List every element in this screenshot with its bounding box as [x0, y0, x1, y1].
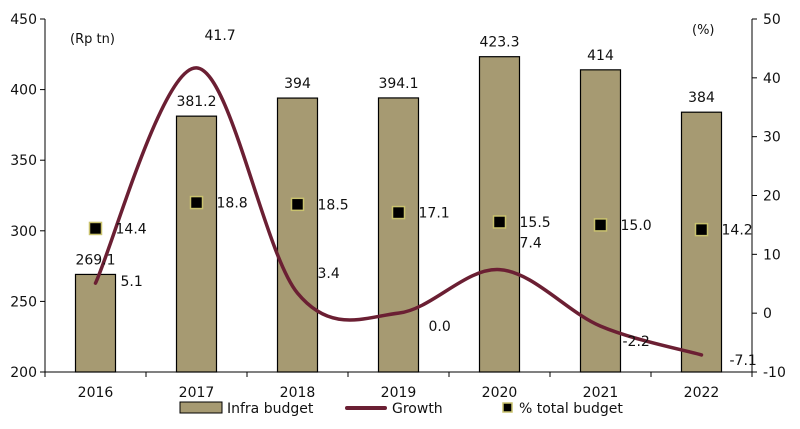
growth-line-layer — [93, 66, 704, 357]
total-budget-marker-2016 — [88, 221, 103, 236]
left-tick-label-350: 350 — [10, 153, 37, 169]
legend-label-infra-budget: Infra budget — [227, 401, 314, 417]
x-tick-label-2019: 2019 — [381, 385, 417, 401]
data-labels-layer: 269.1 381.2 394 394.1 423.3 414 384 14.4 18.8 18.… — [75, 28, 756, 369]
bar-2018 — [276, 97, 319, 373]
x-tick-label-2018: 2018 — [280, 385, 316, 401]
legend-swatch-infra-budget — [179, 401, 223, 414]
bar-value-label-2018: 394 — [284, 76, 311, 92]
growth-value-label-2022: -7.1 — [730, 353, 757, 369]
x-tick-label-2020: 2020 — [482, 385, 518, 401]
total-budget-marker-2019 — [391, 205, 406, 220]
x-tick-label-2017: 2017 — [179, 385, 215, 401]
growth-line — [93, 66, 704, 357]
growth-value-label-2016: 5.1 — [121, 274, 143, 290]
left-tick-label-450: 450 — [10, 12, 37, 28]
right-tick-label-0: 0 — [763, 306, 772, 322]
right-tick-label-40: 40 — [763, 71, 781, 87]
total-budget-marker-2022 — [694, 222, 709, 237]
legend-swatch-total-budget — [502, 402, 513, 413]
left-tick-label-250: 250 — [10, 294, 37, 310]
right-tick-label-50: 50 — [763, 12, 781, 28]
bars-layer — [74, 56, 723, 373]
left-tick-label-200: 200 — [10, 365, 37, 381]
bar-2016 — [74, 273, 117, 373]
x-tick-label-2021: 2021 — [583, 385, 619, 401]
total-budget-marker-2021 — [593, 218, 608, 232]
growth-value-label-2021: -2.2 — [623, 334, 650, 350]
legend-label-growth: Growth — [392, 401, 443, 417]
bar-value-label-2022: 384 — [688, 90, 715, 106]
growth-value-label-2017: 41.7 — [205, 28, 236, 44]
bar-value-label-2020: 423.3 — [479, 35, 519, 51]
growth-value-label-2018: 3.4 — [318, 266, 340, 282]
total-budget-marker-2018 — [290, 197, 305, 212]
bar-2022 — [680, 111, 723, 373]
bar-2020 — [478, 56, 521, 373]
bar-value-label-2019: 394.1 — [378, 76, 418, 92]
growth-value-label-2019: 0.0 — [429, 319, 451, 335]
x-tick-label-2022: 2022 — [684, 385, 720, 401]
bar-2017 — [175, 115, 218, 373]
right-tick-label-10: 10 — [763, 247, 781, 263]
x-tick-label-2016: 2016 — [78, 385, 114, 401]
right-tick-label--10: -10 — [763, 365, 786, 381]
bar-2019 — [377, 97, 420, 373]
total-budget-value-label-2022: 14.2 — [722, 223, 753, 239]
legend: Infra budget Growth % total budget — [179, 401, 623, 417]
total-budget-value-label-2021: 15.0 — [621, 218, 652, 234]
axes-layer: 200 250 300 350 400 450 -10 0 10 20 30 40 50 2016 2017… — [10, 12, 786, 401]
left-tick-label-400: 400 — [10, 83, 37, 99]
markers-layer — [88, 195, 709, 237]
left-axis-unit-label: (Rp tn) — [70, 32, 115, 47]
total-budget-value-label-2016: 14.4 — [116, 221, 147, 237]
growth-value-label-2020: 7.4 — [520, 236, 542, 252]
total-budget-marker-2017 — [189, 195, 204, 210]
total-budget-marker-2020 — [492, 215, 507, 229]
total-budget-value-label-2018: 18.5 — [318, 197, 349, 213]
bar-value-label-2017: 381.2 — [176, 94, 216, 110]
total-budget-value-label-2019: 17.1 — [419, 206, 450, 222]
total-budget-value-label-2017: 18.8 — [217, 196, 248, 212]
right-tick-label-30: 30 — [763, 130, 781, 146]
right-tick-label-20: 20 — [763, 189, 781, 205]
bar-value-label-2016: 269.1 — [75, 252, 115, 268]
bar-value-label-2021: 414 — [587, 48, 614, 64]
left-tick-label-300: 300 — [10, 224, 37, 240]
total-budget-value-label-2020: 15.5 — [520, 215, 551, 231]
right-axis-unit-label: (%) — [692, 23, 715, 38]
legend-label-total-budget: % total budget — [519, 401, 623, 417]
